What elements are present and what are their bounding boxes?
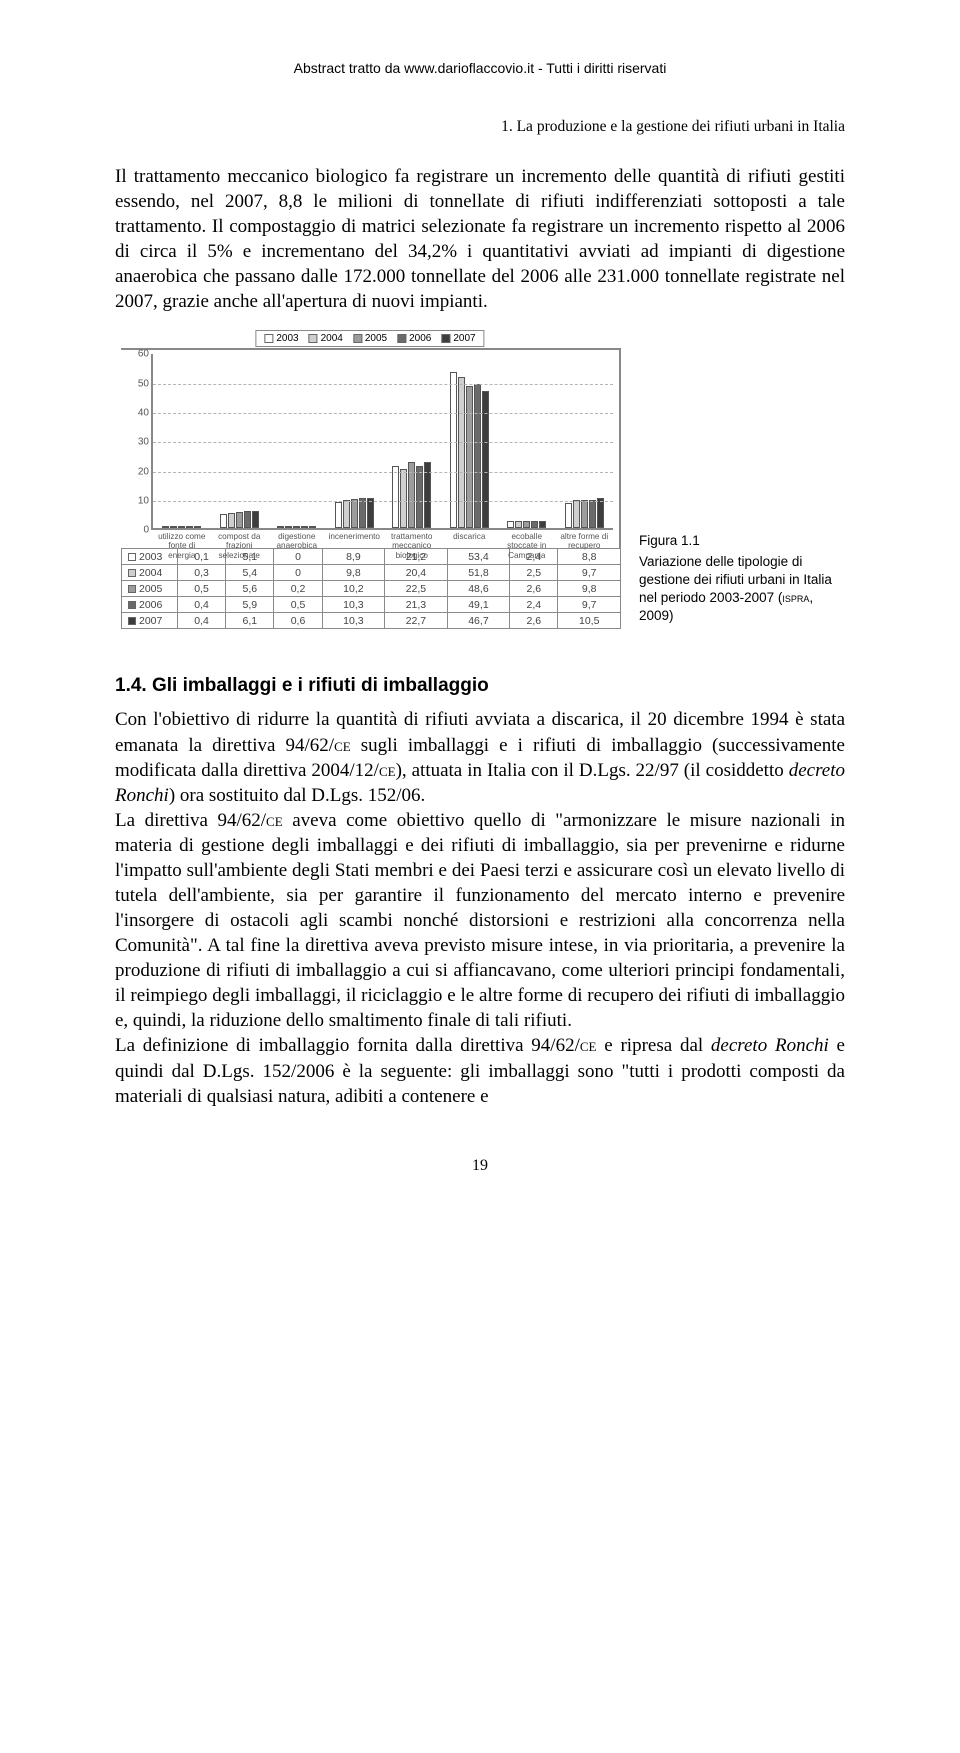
chart-bar	[597, 498, 604, 529]
chart-bar	[589, 500, 596, 528]
chapter-reference: 1. La produzione e la gestione dei rifiu…	[115, 118, 845, 136]
table-cell: 9,8	[322, 565, 385, 581]
chart-bar	[458, 377, 465, 529]
table-cell: 9,8	[558, 581, 621, 597]
legend-item: 2007	[441, 333, 475, 344]
table-cell: 2,6	[510, 613, 558, 629]
chart-bar	[359, 498, 366, 528]
table-cell: 10,3	[322, 613, 385, 629]
table-cell: 20,4	[385, 565, 448, 581]
table-cell: 2,4	[510, 597, 558, 613]
chart-bar-group: discarica	[441, 354, 499, 528]
table-row: 20040,35,409,820,451,82,59,7	[122, 565, 621, 581]
chart-bar	[531, 521, 538, 528]
table-cell: 46,7	[447, 613, 510, 629]
table-cell: 5,6	[226, 581, 274, 597]
chart-bar	[581, 500, 588, 529]
chart-bar	[343, 500, 350, 529]
table-cell: 2,5	[510, 565, 558, 581]
chart-category-label: discarica	[441, 528, 499, 541]
chart-plot-area: utilizzo come fonte di energiacompost da…	[151, 354, 613, 530]
chart-bar	[244, 511, 251, 528]
legend-item: 2003	[264, 333, 298, 344]
paragraph-1: Il trattamento meccanico biologico fa re…	[115, 164, 845, 314]
table-cell: 0,5	[178, 581, 226, 597]
table-cell: 0,6	[274, 613, 322, 629]
chart-bar	[392, 466, 399, 528]
table-cell: 0	[274, 565, 322, 581]
legend-item: 2005	[353, 333, 387, 344]
table-cell: 6,1	[226, 613, 274, 629]
table-cell: 2,6	[510, 581, 558, 597]
chart-bar-group: compost da frazioni selezionate	[211, 354, 269, 528]
table-cell: 49,1	[447, 597, 510, 613]
figure-caption-body: Variazione delle tipologie di gestione d…	[639, 553, 839, 626]
legend-item: 2004	[309, 333, 343, 344]
chart-bar-group: digestione anaerobica	[268, 354, 326, 528]
page-header: Abstract tratto da www.darioflaccovio.it…	[115, 60, 845, 76]
chart-legend: 2003 2004 2005 2006 2007	[255, 330, 484, 347]
table-cell: 0,5	[274, 597, 322, 613]
chart-bar	[228, 513, 235, 529]
table-row: 20050,55,60,210,222,548,62,69,8	[122, 581, 621, 597]
chart-bar-group: incenerimento	[326, 354, 384, 528]
chart-bar	[450, 372, 457, 529]
figure-1-1: 20032004200520062007 utilizzo come fonte…	[115, 348, 845, 629]
table-cell: 21,3	[385, 597, 448, 613]
table-cell: 10,3	[322, 597, 385, 613]
chart-bar	[400, 469, 407, 529]
chart-category-label: incenerimento	[326, 528, 384, 541]
page-number: 19	[115, 1157, 845, 1175]
chart-bar	[515, 521, 522, 528]
table-cell: 9,7	[558, 597, 621, 613]
table-cell: 22,7	[385, 613, 448, 629]
table-cell: 0,3	[178, 565, 226, 581]
chart-bar	[573, 500, 580, 528]
chart-bar	[466, 386, 473, 529]
chart-bar	[416, 466, 423, 528]
section-heading-1-4: 1.4. Gli imballaggi e i rifiuti di imbal…	[115, 675, 845, 697]
chart-category-label: utilizzo come fonte di energia	[153, 528, 211, 559]
chart-bar	[539, 521, 546, 529]
table-cell: 51,8	[447, 565, 510, 581]
table-row: 20060,45,90,510,321,349,12,49,7	[122, 597, 621, 613]
table-row: 20070,46,10,610,322,746,72,610,5	[122, 613, 621, 629]
table-cell: 9,7	[558, 565, 621, 581]
chart-bar	[565, 503, 572, 529]
chart-category-label: compost da frazioni selezionate	[211, 528, 269, 559]
figure-caption: Figura 1.1 Variazione delle tipologie di…	[639, 532, 839, 629]
chart-bar	[474, 384, 481, 528]
chart-category-label: altre forme di recupero	[556, 528, 614, 550]
table-cell: 5,9	[226, 597, 274, 613]
section-1-4-body: Con l'obiettivo di ridurre la quantità d…	[115, 707, 845, 1108]
bar-chart: 20032004200520062007 utilizzo come fonte…	[121, 348, 621, 548]
chart-bar-group: ecoballe stoccate in Campania	[498, 354, 556, 528]
chart-bar	[367, 498, 374, 528]
chart-bar	[252, 511, 259, 529]
chart-bar	[335, 502, 342, 528]
chart-bar-group: altre forme di recupero	[556, 354, 614, 528]
table-cell: 48,6	[447, 581, 510, 597]
table-cell: 0,4	[178, 613, 226, 629]
table-cell: 5,4	[226, 565, 274, 581]
chart-category-label: trattamento meccanico biologico	[383, 528, 441, 559]
table-cell: 22,5	[385, 581, 448, 597]
chart-bar-group: utilizzo come fonte di energia	[153, 354, 211, 528]
chart-bar	[236, 512, 243, 528]
legend-item: 2006	[397, 333, 431, 344]
chart-bar-group: trattamento meccanico biologico	[383, 354, 441, 528]
chart-bar	[482, 391, 489, 528]
figure-caption-head: Figura 1.1	[639, 532, 839, 550]
chart-bar	[507, 521, 514, 528]
chart-bar	[220, 514, 227, 529]
chart-bar	[351, 499, 358, 529]
chart-category-label: digestione anaerobica	[268, 528, 326, 550]
chart-category-label: ecoballe stoccate in Campania	[498, 528, 556, 559]
table-cell: 10,2	[322, 581, 385, 597]
table-cell: 0,2	[274, 581, 322, 597]
chart-bar	[523, 521, 530, 529]
table-cell: 10,5	[558, 613, 621, 629]
table-cell: 0,4	[178, 597, 226, 613]
